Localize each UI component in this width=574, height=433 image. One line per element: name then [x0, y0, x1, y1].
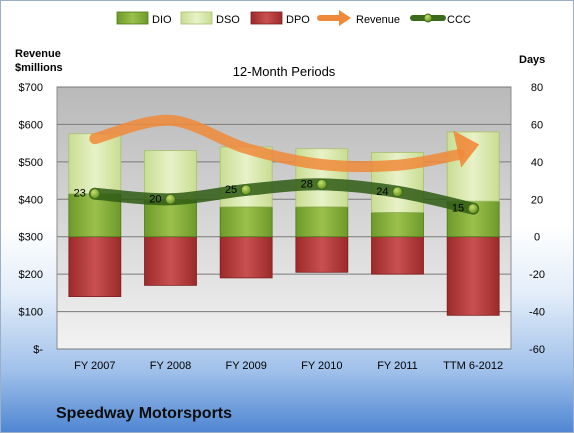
chart-title: 12-Month Periods: [233, 64, 336, 79]
ccc-data-label: 28: [301, 178, 313, 190]
ccc-data-label: 20: [149, 193, 161, 205]
right-tick-label: 80: [531, 82, 543, 94]
right-tick-label: 20: [531, 194, 543, 206]
dio-bar: [219, 206, 273, 238]
dpo-legend-swatch: [250, 11, 283, 25]
dpo-bar: [68, 236, 122, 297]
ccc-point: [240, 184, 252, 196]
ccc-data-label: 24: [376, 186, 388, 198]
category-label: TTM 6-2012: [443, 360, 503, 372]
left-axis-title-line1: Revenue: [15, 48, 61, 60]
ccc-point: [165, 193, 176, 205]
right-axis-title: Days: [519, 54, 546, 66]
legend-label: DSO: [216, 14, 240, 26]
dio-bar: [144, 198, 197, 238]
dpo-bar: [295, 236, 349, 273]
dpo-bar: [219, 236, 273, 279]
ccc-data-label: 15: [452, 203, 464, 215]
legend-item-ccc: CCC: [410, 13, 471, 26]
legend-label: CCC: [447, 14, 471, 26]
legend-item-revenue: Revenue: [317, 10, 400, 26]
left-tick-label: $600: [19, 119, 43, 131]
right-tick-label: 40: [531, 157, 543, 169]
revenue-line: [89, 114, 465, 173]
left-tick-label: $400: [19, 194, 43, 206]
dpo-bar: [446, 236, 500, 316]
category-label: FY 2007: [74, 360, 115, 372]
right-tick-label: 60: [531, 119, 543, 131]
ccc-point: [392, 186, 403, 198]
dio-legend-swatch: [116, 11, 149, 25]
lines-layer: [88, 114, 480, 215]
ccc-point: [89, 188, 101, 200]
category-label: FY 2009: [225, 360, 266, 372]
right-tick-label: -60: [529, 344, 545, 356]
category-label: FY 2011: [377, 360, 418, 372]
left-tick-label: $200: [19, 269, 43, 281]
legend-label: DIO: [152, 14, 172, 26]
revenue-arrowhead: [453, 130, 480, 168]
legend: DIO DSO DPO Revenue CCC: [116, 10, 471, 26]
category-label: FY 2010: [301, 360, 342, 372]
company-name: Speedway Motorsports: [56, 405, 233, 422]
legend-label: DPO: [286, 14, 310, 26]
ccc-legend-dot: [423, 13, 433, 23]
revenue-legend-arrowhead: [339, 10, 351, 26]
legend-item-dpo: DPO: [250, 11, 310, 26]
ccc-line: [88, 178, 480, 215]
dso-legend-swatch: [180, 11, 213, 25]
dso-bar: [144, 150, 197, 200]
left-axis-title-line2: $millions: [15, 62, 63, 74]
ccc-point: [467, 203, 479, 215]
category-label: FY 2008: [150, 360, 191, 372]
legend-item-dso: DSO: [180, 11, 240, 26]
left-axis-title: Revenue $millions: [15, 47, 63, 75]
left-tick-label: $100: [19, 307, 43, 319]
legend-item-dio: DIO: [116, 11, 172, 26]
labels-layer: 23 20 25 28 24 15: [74, 178, 465, 214]
right-tick-label: -20: [529, 269, 545, 281]
dio-bar: [371, 211, 424, 238]
left-tick-label: $700: [19, 82, 43, 94]
dpo-bar: [371, 236, 424, 275]
ccc-data-label: 25: [225, 184, 237, 196]
left-tick-label: $-: [33, 344, 43, 356]
bars-layer: FY 2007 FY 2008 FY 2009 FY 2010 FY 2011 TTM 6…: [68, 131, 503, 372]
right-tick-label: 0: [534, 232, 540, 244]
ccc-data-label: 23: [74, 188, 86, 200]
legend-label: Revenue: [356, 14, 400, 26]
dio-bar: [295, 206, 349, 238]
dpo-bar: [144, 236, 197, 286]
left-tick-label: $300: [19, 232, 43, 244]
ccc-point: [316, 178, 328, 190]
right-tick-label: -40: [529, 307, 545, 319]
left-tick-label: $500: [19, 157, 43, 169]
